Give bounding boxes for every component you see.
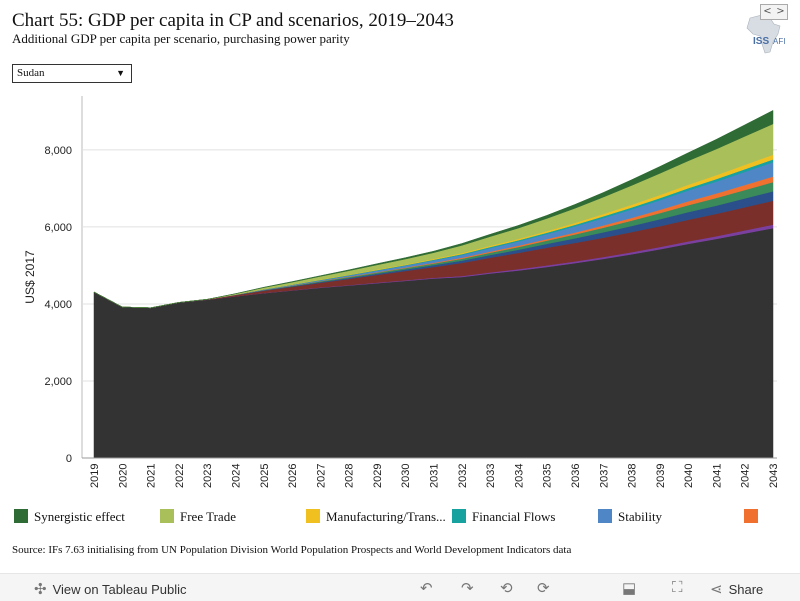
y-tick-label: 2,000 bbox=[44, 376, 72, 388]
caret-down-icon: ▼ bbox=[116, 68, 125, 78]
x-tick-label: 2026 bbox=[287, 464, 299, 488]
x-tick-label: 2021 bbox=[146, 464, 158, 488]
y-tick-label: 4,000 bbox=[44, 299, 72, 311]
x-tick-label: 2040 bbox=[683, 464, 695, 488]
share-button[interactable]: ⋖ Share bbox=[710, 580, 763, 598]
x-tick-label: 2032 bbox=[457, 464, 469, 488]
legend-nav[interactable]: < > bbox=[760, 4, 788, 20]
y-tick-label: 6,000 bbox=[44, 222, 72, 234]
x-tick-label: 2019 bbox=[89, 464, 101, 488]
logo-text: ISS bbox=[753, 36, 769, 47]
legend-swatch bbox=[306, 509, 320, 523]
refresh-icon[interactable]: ⟳ bbox=[537, 580, 550, 597]
x-tick-label: 2034 bbox=[513, 464, 525, 488]
africa-map-icon bbox=[746, 14, 781, 54]
view-on-tableau-link[interactable]: ✣ View on Tableau Public bbox=[34, 580, 187, 598]
country-select[interactable]: Sudan ▼ bbox=[12, 64, 132, 83]
y-tick-label: 8,000 bbox=[44, 145, 72, 157]
legend: Synergistic effect Free Trade Manufacturin… bbox=[0, 505, 800, 531]
legend-next-button[interactable]: > bbox=[776, 6, 785, 17]
legend-item[interactable]: Financial Flows bbox=[452, 509, 555, 529]
view-on-tableau-label: View on Tableau Public bbox=[52, 581, 187, 597]
source-note: Source: IFs 7.63 initialising from UN Po… bbox=[12, 544, 572, 556]
x-tick-label: 2028 bbox=[344, 464, 356, 488]
x-tick-label: 2029 bbox=[372, 464, 384, 488]
legend-item[interactable]: Manufacturing/Trans... bbox=[306, 509, 446, 529]
legend-swatch bbox=[744, 509, 758, 523]
legend-item[interactable]: Free Trade bbox=[160, 509, 236, 529]
download-icon[interactable]: ⬓ bbox=[622, 580, 637, 597]
y-axis-label: US$ 2017 bbox=[23, 250, 37, 304]
legend-label: Stability bbox=[618, 509, 663, 524]
legend-prev-button[interactable]: < bbox=[763, 6, 772, 17]
country-select-value: Sudan bbox=[17, 67, 45, 79]
undo-icon[interactable]: ↶ bbox=[420, 580, 433, 597]
series-area-11[interactable] bbox=[93, 109, 774, 309]
share-label: Share bbox=[728, 581, 764, 597]
legend-item[interactable] bbox=[744, 509, 758, 529]
legend-swatch bbox=[160, 509, 174, 523]
x-tick-label: 2035 bbox=[542, 464, 554, 488]
x-tick-label: 2023 bbox=[202, 464, 214, 488]
redo-icon[interactable]: ↷ bbox=[461, 580, 474, 597]
share-icon: ⋖ bbox=[710, 581, 723, 598]
legend-swatch bbox=[598, 509, 612, 523]
legend-item[interactable]: Stability bbox=[598, 509, 662, 529]
tableau-toolbar: ✣ View on Tableau Public ↶ ↷ ⟲ ⟳ ⬓ ⛶ ⋖ S… bbox=[0, 573, 800, 601]
fullscreen-icon[interactable]: ⛶ bbox=[672, 579, 683, 596]
x-tick-label: 2020 bbox=[117, 464, 129, 488]
x-tick-label: 2041 bbox=[711, 464, 723, 488]
legend-label: Synergistic effect bbox=[34, 509, 125, 524]
x-tick-label: 2038 bbox=[627, 464, 639, 488]
tableau-icon: ✣ bbox=[34, 581, 47, 598]
x-tick-label: 2043 bbox=[768, 464, 780, 488]
logo-suffix: AFI bbox=[773, 37, 785, 46]
chart-subtitle: Additional GDP per capita per scenario, … bbox=[12, 31, 350, 46]
revert-icon[interactable]: ⟲ bbox=[500, 580, 513, 597]
x-tick-label: 2033 bbox=[485, 464, 497, 488]
x-tick-label: 2027 bbox=[315, 464, 327, 488]
y-tick-label: 0 bbox=[66, 453, 72, 465]
x-tick-label: 2039 bbox=[655, 464, 667, 488]
x-tick-label: 2025 bbox=[259, 464, 271, 488]
x-tick-label: 2030 bbox=[400, 464, 412, 488]
legend-item[interactable]: Synergistic effect bbox=[14, 509, 125, 529]
x-tick-label: 2031 bbox=[429, 464, 441, 488]
legend-swatch bbox=[452, 509, 466, 523]
x-tick-label: 2024 bbox=[230, 464, 242, 488]
legend-label: Manufacturing/Trans... bbox=[326, 509, 446, 524]
x-tick-label: 2022 bbox=[174, 464, 186, 488]
legend-label: Financial Flows bbox=[472, 509, 556, 524]
x-tick-label: 2036 bbox=[570, 464, 582, 488]
legend-label: Free Trade bbox=[180, 509, 236, 524]
gdp-area-chart[interactable]: 0 2,000 4,000 6,000 8,000 US$ 2017 2019 2020 202… bbox=[0, 88, 800, 498]
x-tick-label: 2037 bbox=[598, 464, 610, 488]
x-tick-label: 2042 bbox=[740, 464, 752, 488]
chart-title: Chart 55: GDP per capita in CP and scena… bbox=[12, 10, 454, 31]
legend-swatch bbox=[14, 509, 28, 523]
